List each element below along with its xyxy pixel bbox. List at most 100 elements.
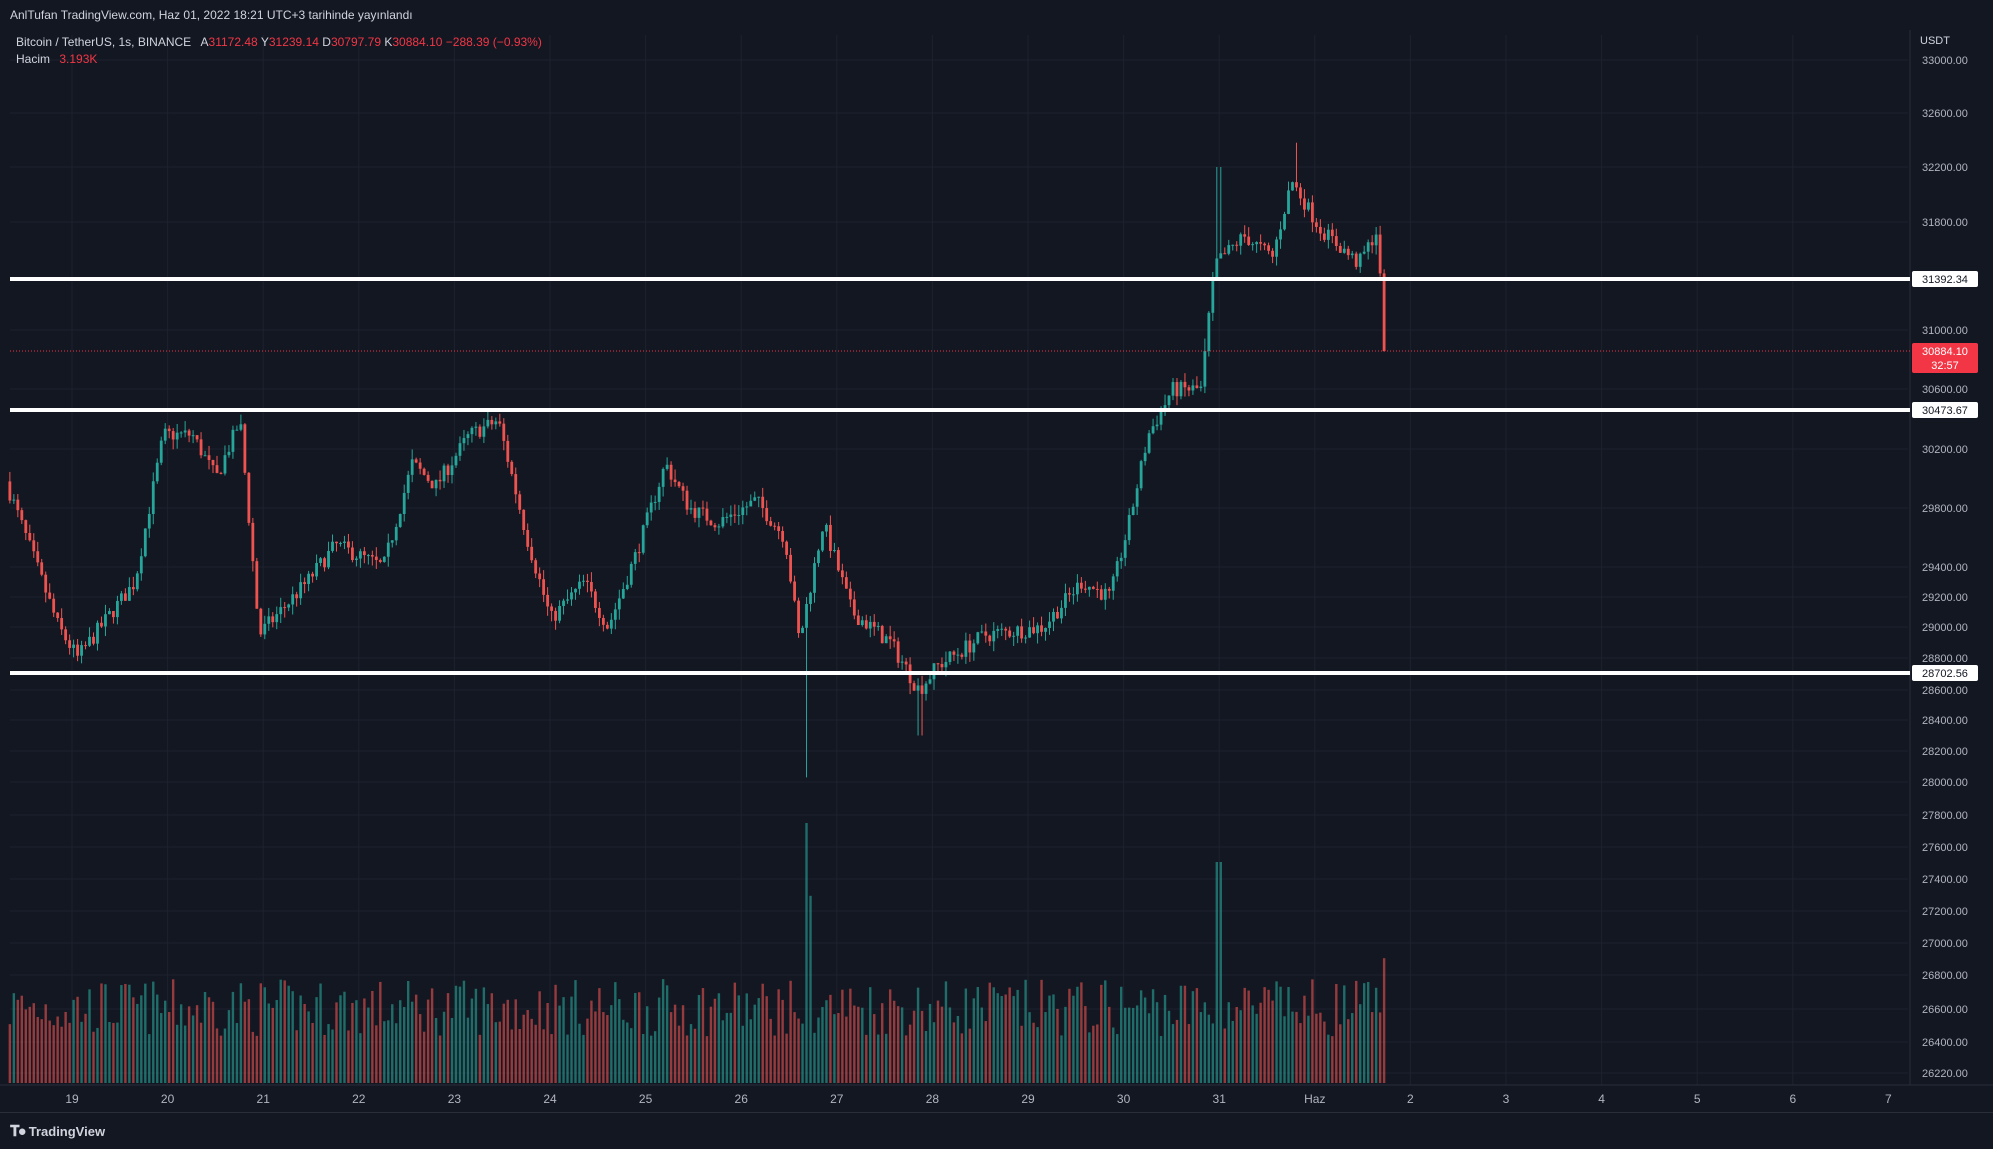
candle-body [1032,627,1035,634]
volume-bar [243,1001,247,1083]
candle-body [32,540,36,552]
candles [8,142,1386,778]
candle-body [506,440,510,462]
candle-body [613,609,617,620]
time-axis: 19 20 21 22 23 24 25 26 27 28 29 30 31 Haz 2 3 4 5 6 7 [65,1092,1892,1106]
volume-bar [387,1020,390,1083]
candle-body [653,501,657,503]
candle-body [287,604,291,608]
candle-body [151,481,155,514]
candle-body [840,570,844,578]
candle-body [753,497,757,501]
volume-bar [805,823,808,1083]
candle-body [733,514,737,516]
volume-bar [908,1024,912,1083]
candle-body [275,614,279,623]
candle-body [601,617,605,625]
candle-body [84,645,87,647]
candle-body [1127,515,1131,541]
level-label-box [1912,665,1978,681]
candle-body [1036,625,1039,634]
candle-body [789,554,792,582]
candle-body [1255,242,1259,245]
volume-bar [132,997,135,1083]
volume-bar [235,1023,239,1083]
volume-bar [721,1020,725,1083]
candle-body [263,623,267,635]
volume-bar [892,1000,896,1083]
candle-body [534,560,538,574]
publisher-note: AnlTufan TradingView.com, Haz 01, 2022 1… [10,8,413,22]
candle-body [108,611,111,615]
candle-body [343,541,346,544]
volume-bar [1032,1022,1035,1083]
candle-body [410,459,414,475]
candle-body [267,616,271,624]
volume-bar [1036,1027,1039,1083]
volume-bar [789,980,792,1083]
volume-bar [442,1011,446,1083]
volume-bar [510,1029,513,1083]
candle-body [295,594,299,599]
candle-body [16,499,20,511]
candle-body [888,636,892,640]
candle-body [1139,461,1143,489]
candle-body [147,513,151,529]
volume-bar [590,1000,593,1083]
volume-bar [1179,985,1183,1083]
candle-body [625,584,629,589]
candle-body [1068,593,1071,595]
volume-bar [769,1018,772,1083]
candle-body [1259,242,1263,244]
volume-bar [482,987,486,1083]
candle-body [60,618,64,630]
volume-bar [693,1028,697,1083]
volume-bar [538,991,541,1083]
volume-bar [199,1022,203,1083]
candle-body [76,644,79,656]
volume-bar [1024,979,1027,1083]
volume-bar [454,985,458,1083]
candle-body [24,520,28,533]
time-tick-label: 31 [1213,1092,1227,1106]
candle-body [657,486,661,502]
candle-body [868,621,872,629]
candle-body [52,598,56,613]
volume-bar [554,984,557,1083]
volume-bar [1366,981,1370,1083]
tradingview-logo[interactable]: 𝐓● TradingView [10,1123,105,1140]
volume-bar [1072,995,1075,1083]
volume-bar [1251,1005,1254,1083]
volume-bar [1199,1012,1203,1083]
candle-body [1338,246,1342,253]
volume-bar [48,1020,51,1083]
last-price-label: 30884.10 [1922,346,1968,358]
volume-bar [160,1013,163,1083]
volume-bar [522,1014,525,1083]
volume-bar [857,1006,860,1083]
candle-body [1275,239,1278,257]
candle-body [1303,198,1306,210]
time-tick-label: 20 [161,1092,175,1106]
candle-body [574,588,577,593]
candle-body [398,513,402,527]
volume-bar [602,1012,605,1083]
candle-body [940,663,944,668]
volume-bar [1239,1010,1242,1083]
volume-bar [884,1033,888,1083]
candle-body [191,435,195,437]
volume-bar [351,1002,354,1083]
candle-body [554,610,557,621]
candle-body [68,640,72,648]
candle-body [490,419,494,425]
volume-bar [291,991,294,1083]
volume-bar [128,984,131,1083]
candle-body [852,599,856,616]
candle-body [195,435,199,440]
volume-bar [757,998,760,1083]
candle-body [594,591,597,608]
volume-bar [626,1022,629,1083]
candle-body [1326,229,1330,240]
level-label-box [1912,402,1978,418]
